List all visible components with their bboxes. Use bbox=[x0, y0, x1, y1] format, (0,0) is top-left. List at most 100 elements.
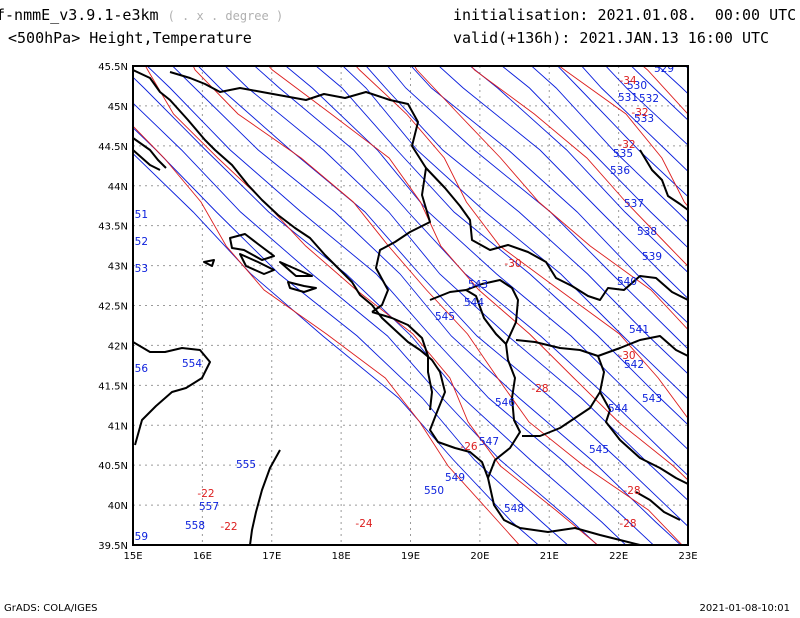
height-label: 540 bbox=[617, 276, 637, 288]
height-label: 543 bbox=[642, 393, 662, 405]
height-contour-line bbox=[530, 66, 688, 223]
latitude-tick: 39.5N bbox=[98, 541, 128, 552]
height-contour-line bbox=[133, 127, 569, 545]
latitude-tick: 43.5N bbox=[98, 222, 128, 233]
height-contour-line bbox=[438, 66, 688, 300]
border bbox=[371, 311, 433, 411]
height-contour-line bbox=[171, 66, 682, 545]
temperature-contour-labels: -34 -32 -32 -30 -30 -28 -28 -28 -26 -24 -22 -22 bbox=[197, 75, 648, 533]
latitude-tick: 41N bbox=[108, 421, 128, 432]
valid-time: valid(+136h): 2021.JAN.13 16:00 UTC bbox=[453, 29, 770, 47]
temperature-label: -30 bbox=[504, 258, 521, 270]
height-contour-line bbox=[285, 66, 688, 451]
height-contour-line bbox=[469, 66, 688, 274]
temperature-contour-line bbox=[558, 66, 688, 208]
border bbox=[597, 335, 688, 357]
coastline bbox=[635, 491, 681, 521]
height-contour-line bbox=[671, 26, 800, 618]
temperature-label: -28 bbox=[531, 383, 548, 395]
height-contour-line bbox=[754, 26, 800, 618]
height-contours bbox=[133, 26, 800, 618]
temperature-contours bbox=[133, 66, 688, 545]
height-label: 545 bbox=[435, 311, 455, 323]
coastline bbox=[639, 149, 688, 211]
border bbox=[515, 339, 605, 437]
latitude-tick: 45.5N bbox=[98, 62, 128, 73]
border bbox=[169, 71, 431, 313]
latitude-tick: 42.5N bbox=[98, 302, 128, 313]
height-contour-line bbox=[133, 76, 627, 545]
height-contour-line bbox=[315, 66, 688, 426]
longitude-tick: 20E bbox=[470, 551, 489, 562]
height-label: 529 bbox=[654, 63, 674, 75]
temperature-contour-line bbox=[413, 66, 688, 331]
latitude-tick-labels: 45.5N 45N 44.5N 44N 43.5N 43N 42.5N 42N 41.5N 41N… bbox=[98, 62, 128, 552]
unit-label: ( . x . degree ) bbox=[167, 9, 284, 23]
grads-credit: GrADS: COLA/IGES bbox=[4, 603, 98, 614]
temperature-label: -24 bbox=[355, 518, 372, 530]
border bbox=[425, 167, 688, 301]
height-contour-line bbox=[726, 26, 800, 618]
latitude-tick: 43N bbox=[108, 262, 128, 273]
height-label: 545 bbox=[589, 444, 609, 456]
height-label: 544 bbox=[608, 403, 628, 415]
coastline bbox=[249, 449, 281, 545]
height-label: 547 bbox=[479, 436, 499, 448]
temperature-contour-line bbox=[470, 66, 688, 267]
longitude-tick: 23E bbox=[678, 551, 697, 562]
height-label: 550 bbox=[424, 485, 444, 497]
island bbox=[279, 261, 313, 277]
height-contour-line bbox=[146, 66, 655, 545]
temperature-label: -22 bbox=[220, 521, 237, 533]
height-label: 554 bbox=[182, 358, 202, 370]
longitude-tick: 22E bbox=[609, 551, 628, 562]
latitude-tick: 41.5N bbox=[98, 381, 128, 392]
height-label: 559 bbox=[128, 531, 148, 543]
height-label: 552 bbox=[128, 236, 148, 248]
map-frame bbox=[132, 65, 689, 546]
height-label: 549 bbox=[445, 472, 465, 484]
latitude-tick: 44.5N bbox=[98, 142, 128, 153]
height-label: 542 bbox=[624, 359, 644, 371]
height-label: 531 bbox=[618, 92, 638, 104]
height-contour-line bbox=[133, 152, 540, 545]
border bbox=[429, 289, 521, 479]
height-contour-line bbox=[557, 66, 688, 198]
height-label: 558 bbox=[185, 520, 205, 532]
height-contour-line bbox=[342, 66, 688, 400]
height-label: 533 bbox=[634, 113, 654, 125]
render-timestamp: 2021-01-08-10:01 bbox=[699, 603, 790, 614]
temperature-label: -26 bbox=[460, 441, 477, 453]
temperature-contour-line bbox=[144, 66, 599, 545]
coastlines-borders bbox=[133, 69, 688, 545]
coastline bbox=[133, 149, 161, 171]
coastline bbox=[133, 341, 211, 446]
temperature-contour-line bbox=[133, 125, 520, 545]
latitude-tick: 40N bbox=[108, 501, 128, 512]
height-label: 535 bbox=[613, 148, 633, 160]
island bbox=[239, 253, 275, 275]
height-label: 553 bbox=[128, 263, 148, 275]
longitude-tick: 16E bbox=[193, 551, 212, 562]
longitude-tick: 21E bbox=[540, 551, 559, 562]
lat-lon-grid bbox=[133, 66, 688, 545]
border bbox=[465, 279, 519, 345]
initialisation-time: initialisation: 2021.01.08. 00:00 UTC bbox=[453, 6, 797, 24]
height-contour-line bbox=[253, 66, 688, 477]
coastline bbox=[133, 137, 167, 169]
height-contour-line bbox=[784, 26, 800, 618]
height-label: 548 bbox=[504, 503, 524, 515]
height-label: 555 bbox=[236, 459, 256, 471]
latitude-tick: 45N bbox=[108, 102, 128, 113]
height-label: 536 bbox=[610, 165, 630, 177]
height-contour-line bbox=[410, 66, 688, 324]
temperature-label: -32 bbox=[631, 107, 648, 119]
temperature-label: -28 bbox=[619, 518, 636, 530]
height-contour-line bbox=[605, 66, 688, 146]
height-label: 537 bbox=[624, 198, 644, 210]
height-label: 543 bbox=[468, 279, 488, 291]
height-label: 544 bbox=[464, 297, 484, 309]
model-name: f-nmmE_v3.9.1-e3km bbox=[0, 6, 159, 24]
height-label: 532 bbox=[639, 93, 659, 105]
